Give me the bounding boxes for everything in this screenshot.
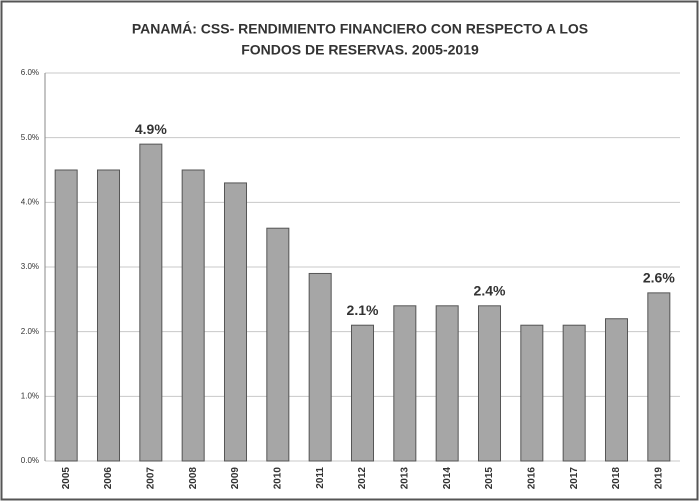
x-tick-label: 2011: [315, 467, 326, 489]
x-tick-label: 2014: [442, 467, 453, 490]
bar: [266, 227, 290, 462]
x-tick-label: 2019: [653, 467, 664, 490]
bar: [604, 318, 629, 462]
y-tick-label: 1.0%: [21, 391, 39, 400]
x-tick-label: 2010: [272, 467, 283, 490]
x-tick-label: 2018: [611, 467, 622, 490]
x-tick-label: 2017: [569, 467, 580, 490]
y-tick-label: 6.0%: [21, 68, 39, 77]
bar: [435, 305, 459, 462]
y-tick-label: 5.0%: [21, 133, 39, 142]
x-tick-label: 2006: [103, 467, 114, 490]
x-tick-label: 2007: [145, 467, 156, 490]
x-tick-label: 2009: [230, 467, 241, 490]
x-tick-label: 2013: [399, 467, 410, 490]
bar: [393, 305, 417, 462]
bar: [54, 169, 78, 462]
data-label: 4.9%: [135, 121, 167, 137]
bar: [477, 305, 502, 462]
bar: [520, 324, 544, 462]
bar: [223, 182, 248, 462]
bar: [308, 272, 332, 462]
chart-title: FONDOS DE RESERVAS. 2005-2019: [241, 42, 479, 58]
bar: [181, 169, 205, 462]
x-tick-label: 2005: [61, 467, 72, 490]
y-tick-label: 3.0%: [21, 262, 39, 271]
data-label: 2.1%: [347, 302, 379, 318]
chart-title: PANAMÁ: CSS- RENDIMIENTO FINANCIERO CON …: [132, 21, 588, 37]
x-tick-label: 2015: [484, 467, 495, 490]
data-label: 2.4%: [474, 283, 506, 299]
x-tick-label: 2012: [357, 467, 368, 490]
bar: [350, 324, 375, 462]
y-tick-label: 2.0%: [21, 327, 39, 336]
bar: [139, 143, 163, 462]
bar: [562, 324, 586, 462]
bar: [647, 292, 671, 462]
bar: [96, 169, 121, 462]
y-tick-label: 0.0%: [21, 456, 39, 465]
y-tick-label: 4.0%: [21, 197, 39, 206]
x-tick-label: 2016: [526, 467, 537, 490]
x-tick-label: 2008: [188, 467, 199, 490]
data-label: 2.6%: [643, 270, 675, 286]
